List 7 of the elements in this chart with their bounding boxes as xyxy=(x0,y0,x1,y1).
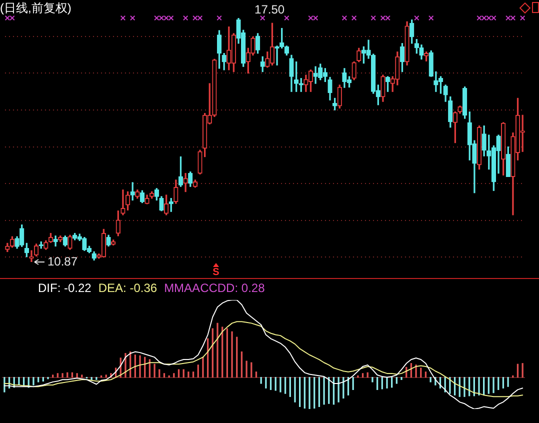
annotation: 10.87 xyxy=(47,254,78,268)
text: MMAACCDD: 0.28 xyxy=(164,281,265,295)
text: S xyxy=(212,266,220,278)
text: DEA: -0.36 xyxy=(98,281,158,295)
text: DIF: -0.22 xyxy=(38,281,92,295)
chart-title: (日线,前复权) xyxy=(0,1,72,15)
annotation: 17.50 xyxy=(254,2,285,16)
